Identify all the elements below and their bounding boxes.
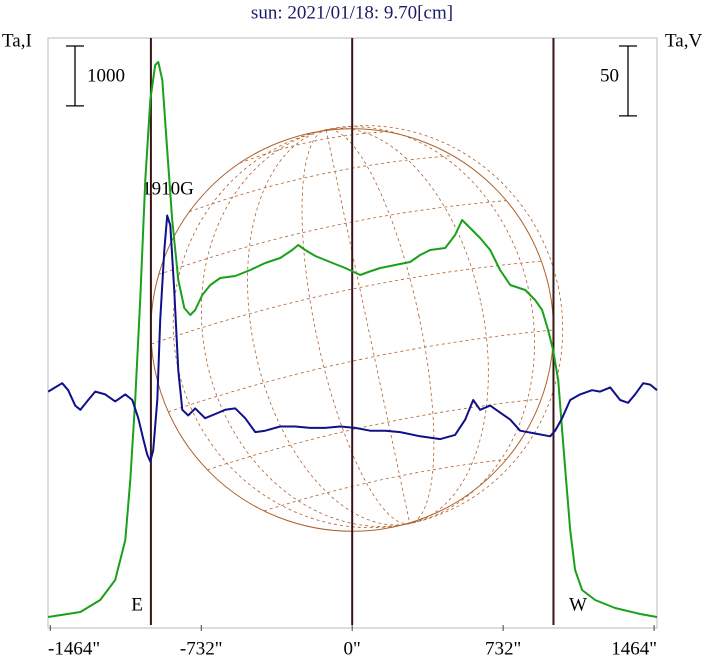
parallel bbox=[239, 131, 388, 164]
meridian bbox=[200, 126, 535, 527]
annotation: 1910G bbox=[142, 178, 194, 199]
meridian bbox=[301, 129, 435, 525]
x-tick-label: 1464" bbox=[611, 638, 657, 659]
meridian bbox=[325, 129, 411, 524]
scale-bar-label: 1000 bbox=[87, 65, 125, 86]
x-tick-label: 732" bbox=[485, 638, 521, 659]
parallel bbox=[168, 329, 554, 413]
y2-axis-label: Ta,V bbox=[665, 30, 702, 51]
parallel bbox=[151, 260, 542, 345]
y-axis-label: Ta,I bbox=[2, 30, 32, 51]
x-tick-label: -1464" bbox=[48, 638, 100, 659]
scale-bar-label: 50 bbox=[600, 65, 619, 86]
x-tick-label: 0" bbox=[344, 638, 361, 659]
data-line bbox=[47, 214, 658, 463]
parallel bbox=[207, 398, 542, 471]
solar-grid bbox=[151, 125, 564, 529]
parallel bbox=[189, 155, 453, 213]
x-tick-label: -732" bbox=[180, 638, 223, 659]
annotation: E bbox=[131, 594, 143, 615]
annotation: W bbox=[569, 594, 587, 615]
parallel bbox=[263, 458, 507, 512]
chart-title: sun: 2021/01/18: 9.70[cm] bbox=[251, 2, 453, 23]
data-line bbox=[48, 61, 658, 618]
